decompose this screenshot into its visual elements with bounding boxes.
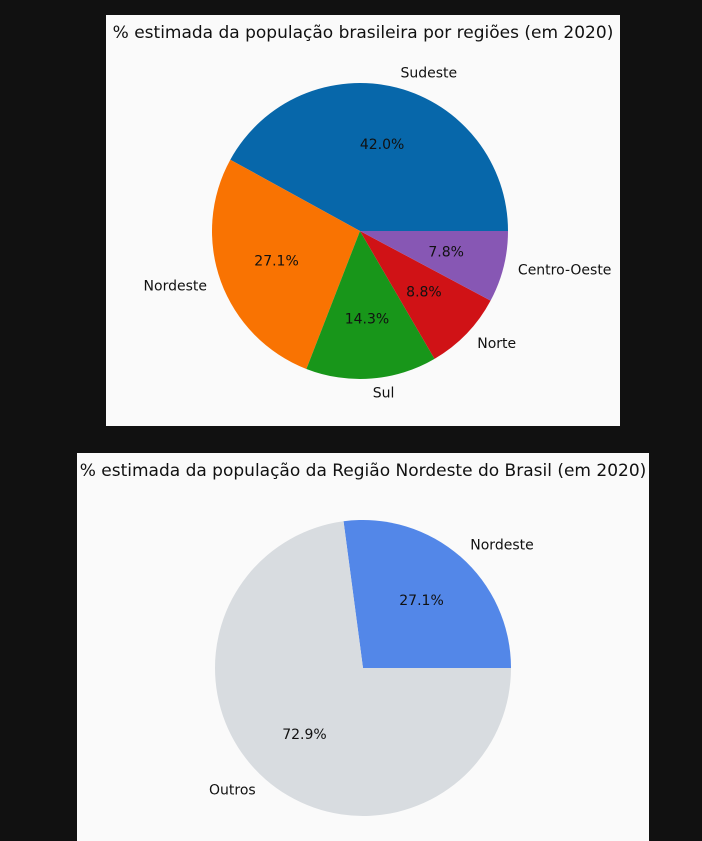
slice-label: Nordeste [144,279,207,295]
slice-label: Norte [477,336,516,352]
pie-slice-norte [360,231,491,359]
slice-percent-label: 14.3% [345,312,389,328]
pie-slice-outros [215,521,511,816]
pie-slice-sudeste [230,82,508,231]
slice-label: Sudeste [400,65,457,81]
slice-percent-label: 72.9% [282,727,326,743]
chart-panel-nordeste: % estimada da população da Região Nordes… [77,453,649,841]
pie-slice-nordeste [343,520,511,668]
pie-chart-regions: Sudeste 42.0% Nordeste 27.1% Sul 14.3% Norte 8.… [144,65,612,401]
pie-slice-centro-oeste [360,231,508,301]
slice-percent-label: 7.8% [428,245,464,261]
chart-title: % estimada da população brasileira por r… [112,23,614,43]
slice-label: Nordeste [470,538,533,554]
slice-label: Sul [373,385,395,401]
pie-slice-nordeste [211,159,360,369]
slice-label: Centro-Oeste [518,262,612,278]
slice-percent-label: 27.1% [254,253,298,269]
pie-chart-nordeste: Nordeste 27.1% Outros 72.9% [209,520,534,816]
slice-percent-label: 8.8% [406,285,442,301]
chart-panel-regions: % estimada da população brasileira por r… [106,15,620,426]
chart-title: % estimada da população da Região Nordes… [79,461,647,481]
slice-label: Outros [209,782,256,798]
slice-percent-label: 27.1% [399,593,443,609]
pie-slice-sul [306,231,435,379]
slice-percent-label: 42.0% [360,137,404,153]
